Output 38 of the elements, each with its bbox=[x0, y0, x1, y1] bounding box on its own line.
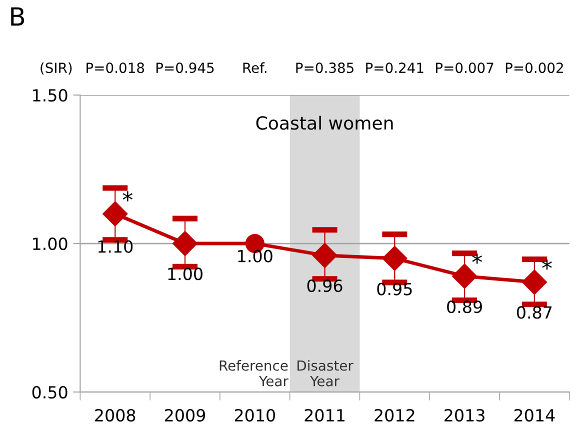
data-label: 1.10 bbox=[98, 240, 133, 253]
data-label: 0.96 bbox=[307, 279, 342, 292]
data-label: 0.89 bbox=[447, 300, 482, 314]
data-label: 0.87 bbox=[516, 306, 552, 319]
band-label: Disaster Year bbox=[298, 360, 354, 386]
text: Ref. bbox=[243, 62, 266, 74]
point bbox=[382, 246, 408, 272]
y-tick-label: 1.00 bbox=[33, 237, 68, 250]
annotation: * bbox=[472, 254, 482, 264]
point bbox=[102, 201, 128, 227]
data-label: 1.00 bbox=[238, 250, 272, 262]
point bbox=[312, 242, 338, 268]
point bbox=[522, 269, 548, 295]
text: P=0.007 bbox=[436, 62, 494, 74]
text: P=0.018 bbox=[86, 62, 144, 74]
x-tick-label: 2009 bbox=[165, 408, 206, 422]
point bbox=[172, 230, 198, 256]
x-tick-label: 2010 bbox=[234, 408, 275, 422]
y-axis-title: (SIR) bbox=[40, 62, 72, 75]
x-tick-label: 2013 bbox=[444, 408, 484, 422]
text: P=0.002 bbox=[506, 62, 563, 74]
y-tick-label: 1.50 bbox=[33, 89, 68, 102]
x-tick-label: 2011 bbox=[304, 408, 344, 422]
x-tick-label: 2014 bbox=[514, 408, 555, 422]
chart-title: B bbox=[11, 7, 24, 26]
text: P=0.385 bbox=[296, 62, 354, 74]
annotation: * bbox=[542, 260, 552, 270]
text: P=0.945 bbox=[156, 62, 214, 74]
annotation: * bbox=[122, 191, 133, 202]
text: Coastal women bbox=[256, 116, 393, 130]
annotation: Reference Year bbox=[220, 360, 288, 386]
x-tick-label: 2012 bbox=[374, 408, 414, 422]
data-label: 1.00 bbox=[168, 268, 202, 280]
point bbox=[452, 263, 478, 289]
text: P=0.241 bbox=[366, 62, 424, 74]
x-tick-label: 2008 bbox=[95, 408, 136, 422]
data-label: 0.95 bbox=[377, 282, 412, 296]
y-tick-label: 0.50 bbox=[32, 386, 68, 399]
